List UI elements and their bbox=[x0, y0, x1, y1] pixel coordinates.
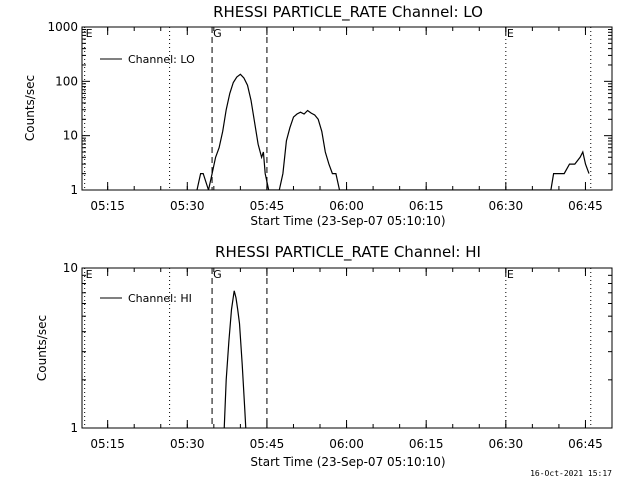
y-tick-label: 10 bbox=[63, 261, 78, 275]
legend: Channel: LO bbox=[100, 53, 195, 66]
series-line bbox=[224, 291, 247, 444]
panel-lo: RHESSI PARTICLE_RATE Channel: LO 1101001… bbox=[23, 3, 612, 228]
x-tick-label: 06:00 bbox=[329, 437, 364, 451]
chart-title: RHESSI PARTICLE_RATE Channel: LO bbox=[213, 3, 483, 22]
legend-label-lo: Channel: LO bbox=[128, 53, 195, 66]
x-tick-label: 05:15 bbox=[90, 437, 125, 451]
x-tick-label: 05:45 bbox=[250, 199, 285, 213]
event-marker-label: G bbox=[213, 27, 222, 40]
y-tick-label: 10 bbox=[63, 129, 78, 143]
legend: Channel: HI bbox=[100, 292, 192, 305]
x-tick-label: 06:15 bbox=[409, 437, 444, 451]
x-tick-label: 05:30 bbox=[170, 199, 205, 213]
y-tick-label: 1 bbox=[70, 421, 78, 435]
x-tick-label: 05:30 bbox=[170, 437, 205, 451]
legend-label-hi: Channel: HI bbox=[128, 292, 192, 305]
y-ticks: 1 10 100 1000 bbox=[47, 20, 612, 197]
y-axis-label: Counts/sec bbox=[23, 75, 37, 141]
x-tick-label: 06:15 bbox=[409, 199, 444, 213]
y-ticks: 1 10 bbox=[63, 261, 612, 435]
event-marker-label: G bbox=[213, 268, 222, 281]
x-tick-label: 06:45 bbox=[568, 437, 603, 451]
series-layer bbox=[197, 74, 589, 190]
y-tick-label: 100 bbox=[55, 74, 78, 88]
x-tick-label: 05:15 bbox=[90, 199, 125, 213]
event-marker-label: E bbox=[507, 27, 514, 40]
x-axis-label: Start Time (23-Sep-07 05:10:10) bbox=[250, 214, 445, 228]
footer-timestamp: 16-Oct-2021 15:17 bbox=[530, 469, 612, 478]
plot-frame bbox=[82, 27, 612, 190]
event-marker-label: E bbox=[86, 27, 93, 40]
panel-hi: RHESSI PARTICLE_RATE Channel: HI 1 10 05:… bbox=[35, 243, 612, 469]
x-tick-label: 06:45 bbox=[568, 199, 603, 213]
y-tick-label: 1 bbox=[70, 183, 78, 197]
x-axis-label: Start Time (23-Sep-07 05:10:10) bbox=[250, 455, 445, 469]
x-tick-label: 06:30 bbox=[489, 199, 524, 213]
series-line bbox=[197, 74, 589, 190]
series-layer bbox=[224, 291, 247, 444]
x-tick-label: 06:30 bbox=[489, 437, 524, 451]
x-tick-label: 05:45 bbox=[250, 437, 285, 451]
y-axis-label: Counts/sec bbox=[35, 315, 49, 381]
event-marker-label: E bbox=[86, 268, 93, 281]
y-tick-label: 1000 bbox=[47, 20, 78, 34]
x-tick-label: 06:00 bbox=[329, 199, 364, 213]
chart-title: RHESSI PARTICLE_RATE Channel: HI bbox=[215, 243, 481, 262]
event-marker-label: E bbox=[507, 268, 514, 281]
